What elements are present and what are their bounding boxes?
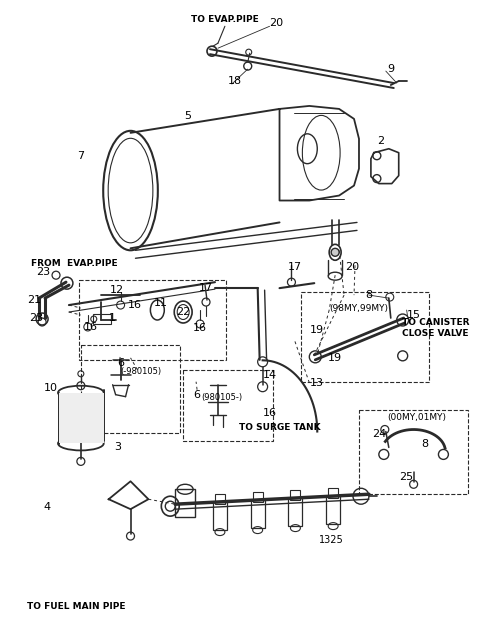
Text: 17: 17 (288, 262, 301, 272)
Text: 7: 7 (77, 151, 84, 161)
Bar (175, 489, 195, 517)
Text: 8: 8 (421, 440, 428, 449)
Text: (00MY,01MY): (00MY,01MY) (387, 413, 446, 422)
Bar (328, 488, 338, 498)
Text: 16: 16 (263, 408, 276, 418)
Bar (79, 280, 226, 360)
Text: 16: 16 (193, 323, 207, 333)
Bar (183, 370, 273, 442)
Text: 12: 12 (109, 285, 124, 295)
Text: TO CANISTER
CLOSE VALVE: TO CANISTER CLOSE VALVE (402, 318, 469, 337)
Text: (-980105): (-980105) (120, 367, 161, 376)
Bar (288, 498, 302, 526)
Bar (251, 500, 264, 528)
Text: 23: 23 (36, 267, 50, 277)
Text: 20: 20 (345, 262, 359, 272)
Circle shape (331, 249, 339, 256)
Text: 16: 16 (128, 300, 142, 310)
Bar (81, 345, 180, 433)
Text: 15: 15 (407, 310, 420, 320)
Text: 11: 11 (154, 298, 168, 308)
Text: 6: 6 (117, 358, 124, 368)
Text: 8: 8 (365, 290, 372, 300)
Text: 6: 6 (193, 390, 201, 399)
Bar (215, 494, 225, 504)
Text: TO FUEL MAIN PIPE: TO FUEL MAIN PIPE (26, 602, 125, 612)
Text: 16: 16 (84, 322, 98, 332)
Bar (326, 497, 340, 524)
Text: 21: 21 (27, 295, 41, 305)
Bar (290, 490, 300, 500)
Text: 4: 4 (44, 502, 51, 512)
Text: FROM  EVAP.PIPE: FROM EVAP.PIPE (31, 259, 117, 268)
Text: 23: 23 (29, 313, 43, 323)
Text: 17: 17 (199, 283, 213, 293)
Bar (252, 492, 263, 502)
Text: 22: 22 (176, 307, 190, 317)
Text: 19: 19 (328, 353, 342, 363)
Text: 25: 25 (400, 472, 414, 482)
Text: 1: 1 (109, 313, 116, 323)
Text: 10: 10 (44, 383, 58, 393)
Text: 1325: 1325 (319, 535, 344, 545)
Text: 24: 24 (372, 429, 386, 440)
Text: 19: 19 (310, 325, 324, 335)
Text: 14: 14 (263, 370, 276, 380)
Text: 2: 2 (377, 135, 384, 146)
Bar (59, 393, 104, 443)
Text: (98MY,99MY): (98MY,99MY) (329, 304, 388, 312)
Bar (301, 292, 429, 381)
Text: TO EVAP.PIPE: TO EVAP.PIPE (191, 15, 259, 24)
Text: 3: 3 (114, 442, 121, 452)
Bar (213, 502, 227, 530)
Bar (93, 314, 111, 324)
Text: TO SURGE TANK: TO SURGE TANK (239, 423, 320, 432)
Bar (359, 410, 468, 494)
Text: 9: 9 (387, 64, 395, 74)
Text: 18: 18 (228, 76, 242, 86)
Text: 5: 5 (185, 111, 192, 121)
Text: 20: 20 (269, 19, 284, 28)
Text: (980105-): (980105-) (201, 393, 242, 402)
Text: 13: 13 (310, 378, 324, 388)
